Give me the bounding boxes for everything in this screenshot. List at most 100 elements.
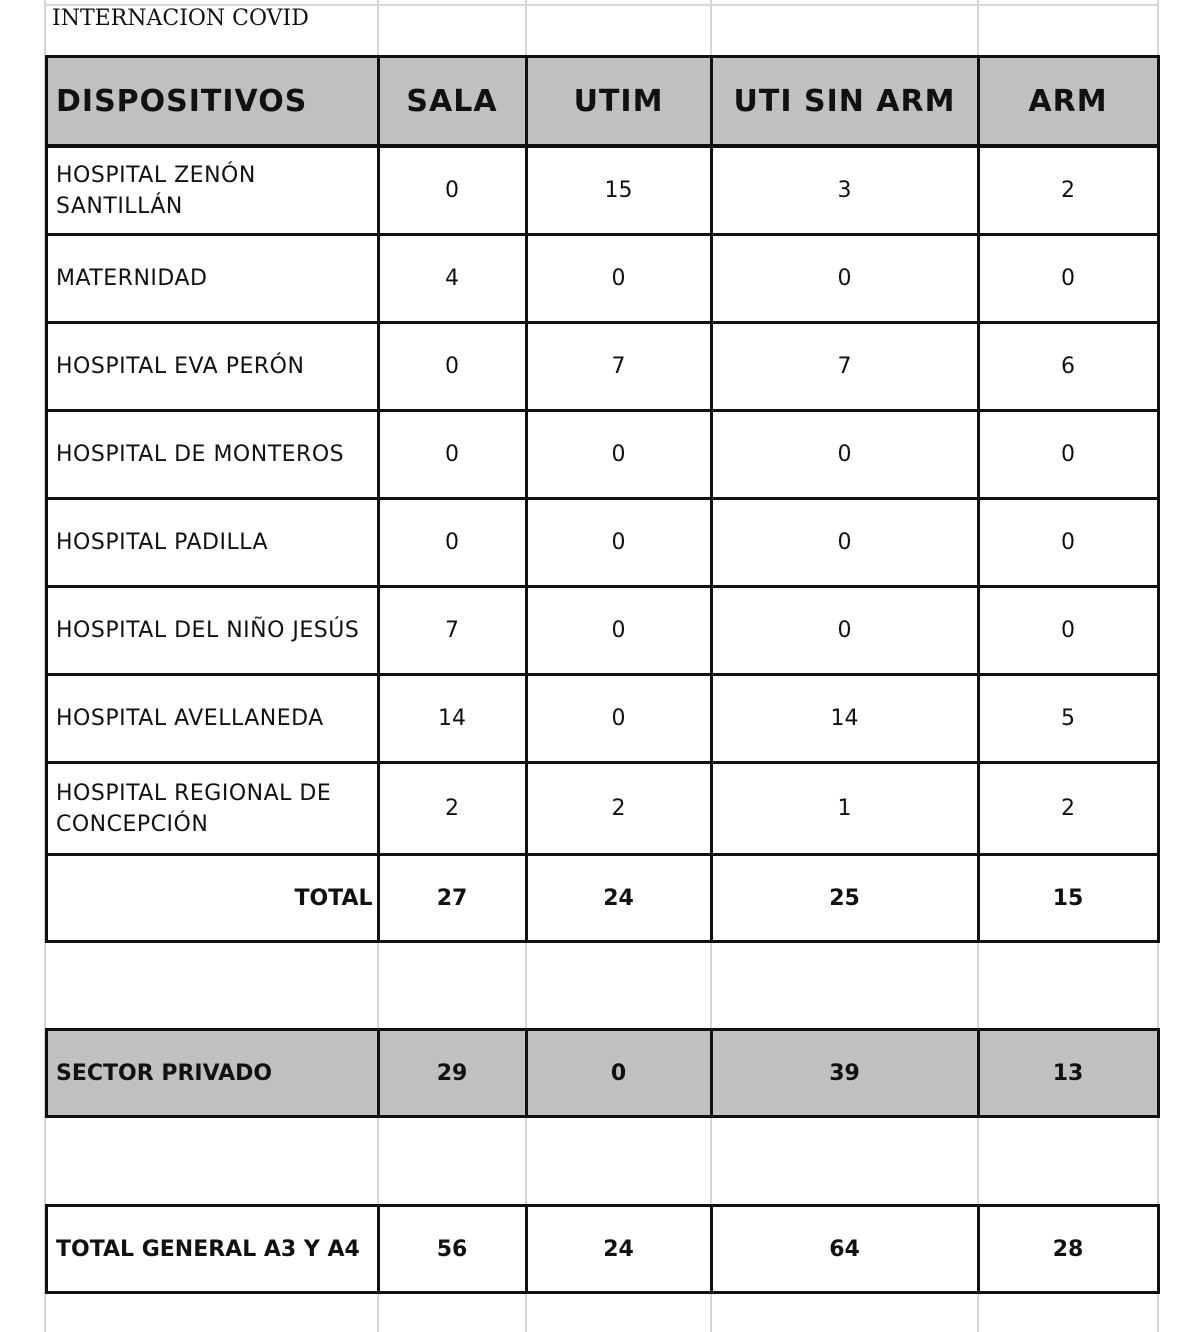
row-label[interactable]: HOSPITAL EVA PERÓN <box>45 321 380 412</box>
table-cell[interactable]: 0 <box>709 409 980 500</box>
total-general-cell[interactable]: 64 <box>709 1204 980 1294</box>
table-cell-text: 0 <box>1061 266 1075 291</box>
row-label-text: HOSPITAL ZENÓN SANTILLÁN <box>56 162 256 219</box>
table-cell[interactable]: 0 <box>524 585 713 676</box>
total-cell-text: 27 <box>436 885 468 911</box>
total-general-cell[interactable]: 56 <box>376 1204 528 1294</box>
table-cell-text: 0 <box>445 530 459 555</box>
sector-privado-label[interactable]: SECTOR PRIVADO <box>45 1028 380 1118</box>
table-cell-text: 0 <box>445 442 459 467</box>
sector-privado-cell-text: 0 <box>610 1060 627 1086</box>
table-cell[interactable]: 14 <box>709 673 980 764</box>
table-cell-text: 0 <box>611 266 626 291</box>
table-cell[interactable]: 14 <box>376 673 528 764</box>
row-label[interactable]: HOSPITAL AVELLANEDA <box>45 673 380 764</box>
table-cell[interactable]: 0 <box>976 409 1160 500</box>
column-header[interactable]: UTI SIN ARM <box>709 55 980 147</box>
column-header[interactable]: UTIM <box>524 55 713 147</box>
table-cell[interactable]: 0 <box>709 497 980 588</box>
table-cell[interactable]: 4 <box>376 233 528 324</box>
sheet-title: INTERNACION COVID <box>52 6 309 31</box>
row-label-text: HOSPITAL DEL NIÑO JESÚS <box>56 618 360 643</box>
table-cell[interactable]: 0 <box>524 673 713 764</box>
table-cell[interactable]: 0 <box>709 585 980 676</box>
row-label-text: HOSPITAL EVA PERÓN <box>56 354 305 379</box>
total-general-cell[interactable]: 24 <box>524 1204 713 1294</box>
total-cell-text: 15 <box>1052 885 1084 911</box>
total-cell[interactable]: 25 <box>709 853 980 943</box>
table-cell[interactable]: 3 <box>709 145 980 236</box>
table-cell[interactable]: 0 <box>376 145 528 236</box>
total-label[interactable]: TOTAL <box>45 853 380 943</box>
column-header-text: ARM <box>1028 83 1108 119</box>
sector-privado-label-text: SECTOR PRIVADO <box>56 1060 273 1086</box>
table-cell-text: 7 <box>445 618 459 643</box>
table-cell-text: 0 <box>837 530 852 555</box>
table-cell[interactable]: 0 <box>524 233 713 324</box>
table-cell-text: 0 <box>1061 442 1075 467</box>
table-cell[interactable]: 7 <box>709 321 980 412</box>
table-cell-text: 0 <box>611 442 626 467</box>
total-general-cell[interactable]: 28 <box>976 1204 1160 1294</box>
row-label[interactable]: HOSPITAL PADILLA <box>45 497 380 588</box>
column-header-text: UTI SIN ARM <box>733 83 956 119</box>
total-general-label[interactable]: TOTAL GENERAL A3 Y A4 <box>45 1204 380 1294</box>
table-cell-text: 0 <box>837 618 852 643</box>
table-cell[interactable]: 7 <box>376 585 528 676</box>
table-cell[interactable]: 2 <box>376 761 528 856</box>
table-cell-text: 7 <box>611 354 626 379</box>
row-label[interactable]: HOSPITAL DE MONTEROS <box>45 409 380 500</box>
table-cell-text: 15 <box>604 178 633 203</box>
sector-privado-cell[interactable]: 29 <box>376 1028 528 1118</box>
row-label-text: HOSPITAL DE MONTEROS <box>56 442 345 467</box>
total-cell[interactable]: 27 <box>376 853 528 943</box>
sector-privado-cell[interactable]: 39 <box>709 1028 980 1118</box>
total-general-cell-text: 28 <box>1052 1236 1084 1262</box>
column-header[interactable]: ARM <box>976 55 1160 147</box>
sector-privado-cell[interactable]: 13 <box>976 1028 1160 1118</box>
table-cell[interactable]: 1 <box>709 761 980 856</box>
total-cell-text: 25 <box>829 885 860 911</box>
table-cell-text: 2 <box>611 796 626 821</box>
table-cell-text: 2 <box>445 796 459 821</box>
table-cell[interactable]: 0 <box>376 321 528 412</box>
table-cell[interactable]: 2 <box>976 145 1160 236</box>
table-cell[interactable]: 2 <box>524 761 713 856</box>
table-cell[interactable]: 0 <box>976 233 1160 324</box>
total-cell-text: 24 <box>603 885 634 911</box>
total-cell[interactable]: 24 <box>524 853 713 943</box>
table-cell[interactable]: 5 <box>976 673 1160 764</box>
table-cell-text: 0 <box>837 266 852 291</box>
row-label[interactable]: HOSPITAL REGIONAL DE CONCEPCIÓN <box>45 761 380 856</box>
table-cell[interactable]: 6 <box>976 321 1160 412</box>
table-cell-text: 0 <box>611 618 626 643</box>
table-cell[interactable]: 0 <box>524 497 713 588</box>
row-label[interactable]: HOSPITAL DEL NIÑO JESÚS <box>45 585 380 676</box>
row-label[interactable]: HOSPITAL ZENÓN SANTILLÁN <box>45 145 380 236</box>
sector-privado-cell[interactable]: 0 <box>524 1028 713 1118</box>
table-cell[interactable]: 0 <box>976 497 1160 588</box>
column-header[interactable]: DISPOSITIVOS <box>45 55 380 147</box>
table-cell-text: 0 <box>445 178 459 203</box>
row-label-text: HOSPITAL PADILLA <box>56 530 269 555</box>
table-cell-text: 2 <box>1061 178 1075 203</box>
table-cell-text: 0 <box>837 442 852 467</box>
sector-privado-cell-text: 39 <box>829 1060 860 1086</box>
table-cell-text: 0 <box>1061 530 1075 555</box>
table-cell-text: 1 <box>837 796 852 821</box>
table-cell[interactable]: 0 <box>976 585 1160 676</box>
table-cell[interactable]: 0 <box>376 409 528 500</box>
table-cell-text: 14 <box>830 706 859 731</box>
row-label[interactable]: MATERNIDAD <box>45 233 380 324</box>
table-cell[interactable]: 0 <box>524 409 713 500</box>
table-cell[interactable]: 2 <box>976 761 1160 856</box>
table-cell-text: 0 <box>1061 618 1075 643</box>
table-cell[interactable]: 0 <box>376 497 528 588</box>
sector-privado-cell-text: 29 <box>436 1060 468 1086</box>
table-cell[interactable]: 15 <box>524 145 713 236</box>
table-cell[interactable]: 7 <box>524 321 713 412</box>
total-cell[interactable]: 15 <box>976 853 1160 943</box>
total-label-text: TOTAL <box>294 885 373 911</box>
table-cell[interactable]: 0 <box>709 233 980 324</box>
column-header[interactable]: SALA <box>376 55 528 147</box>
